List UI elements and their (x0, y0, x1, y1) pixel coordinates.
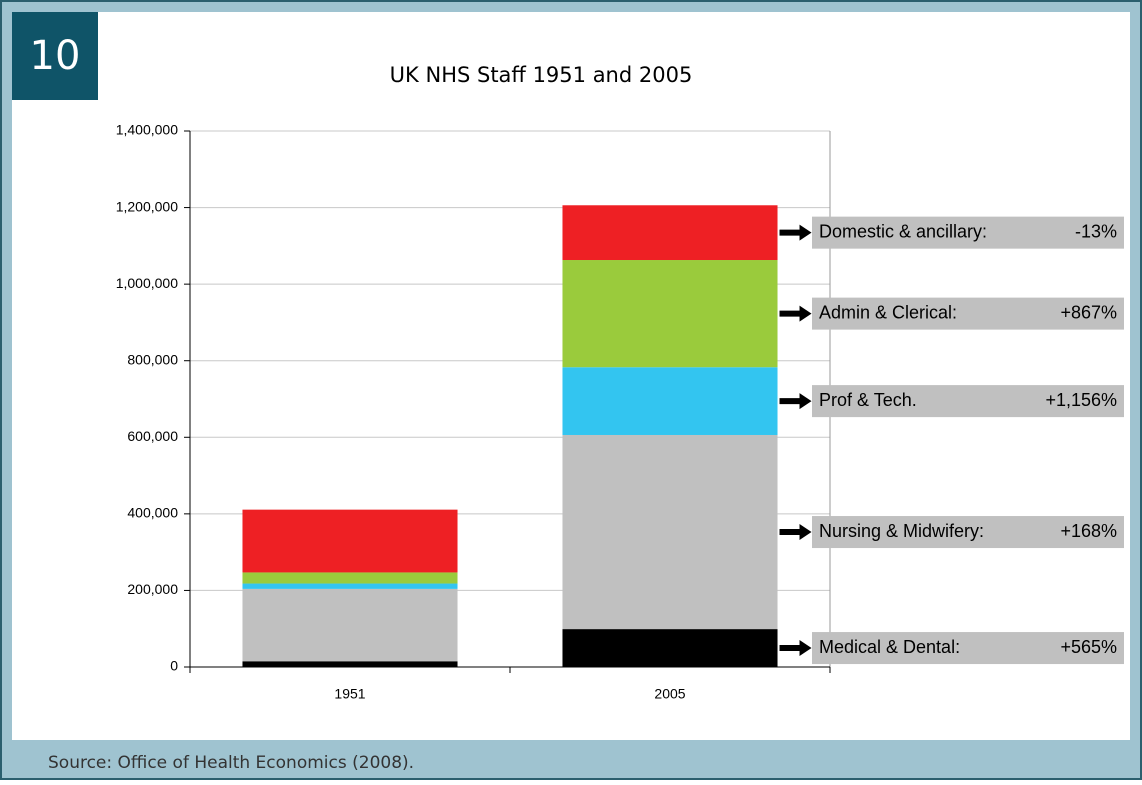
bar-segment (562, 629, 778, 667)
annotation-name: Domestic & ancillary: (819, 221, 987, 241)
annotation-box (812, 516, 1124, 549)
bar-segment (242, 572, 458, 584)
annotation-arrow (779, 393, 812, 410)
bar-segment (242, 509, 458, 573)
y-tick-label: 800,000 (127, 351, 178, 367)
annotation-name: Prof & Tech. (819, 390, 917, 410)
y-tick-label: 1,200,000 (116, 198, 178, 214)
annotation-change: +1,156% (1045, 390, 1117, 410)
annotation-name: Medical & Dental: (819, 637, 960, 657)
annotation-arrow (779, 305, 812, 322)
bar-segment (242, 588, 458, 662)
bar-segment (562, 260, 778, 368)
annotation-change: -13% (1075, 221, 1117, 241)
annotation-name: Admin & Clerical: (819, 302, 957, 322)
annotation-change: +867% (1060, 302, 1117, 322)
annotation-box (812, 297, 1124, 330)
bar-segment (562, 367, 778, 435)
y-tick-label: 0 (170, 658, 178, 674)
chart-title: UK NHS Staff 1951 and 2005 (390, 63, 693, 87)
annotation-arrow (779, 524, 812, 541)
bar-segment (242, 583, 458, 589)
bar-segment (562, 434, 778, 630)
y-tick-label: 600,000 (127, 428, 178, 444)
annotation-change: +168% (1060, 521, 1117, 541)
annotation-change: +565% (1060, 637, 1117, 657)
y-tick-label: 1,000,000 (116, 275, 178, 291)
x-tick-label: 2005 (654, 686, 685, 702)
annotation-box (812, 632, 1124, 665)
y-tick-label: 200,000 (127, 581, 178, 597)
y-tick-label: 400,000 (127, 505, 178, 521)
annotation-box (812, 216, 1124, 249)
bar-segment (242, 661, 458, 667)
y-tick-label: 1,400,000 (116, 122, 178, 138)
annotation-arrow (779, 640, 812, 657)
bar-segment (562, 205, 778, 261)
annotation-arrow (779, 224, 812, 241)
annotation-box (812, 385, 1124, 418)
annotation-name: Nursing & Midwifery: (819, 521, 984, 541)
x-tick-label: 1951 (334, 686, 365, 702)
badge-box (12, 12, 98, 100)
source: Source: Office of Health Economics (2008… (48, 753, 414, 773)
badge: 10 (30, 33, 81, 79)
